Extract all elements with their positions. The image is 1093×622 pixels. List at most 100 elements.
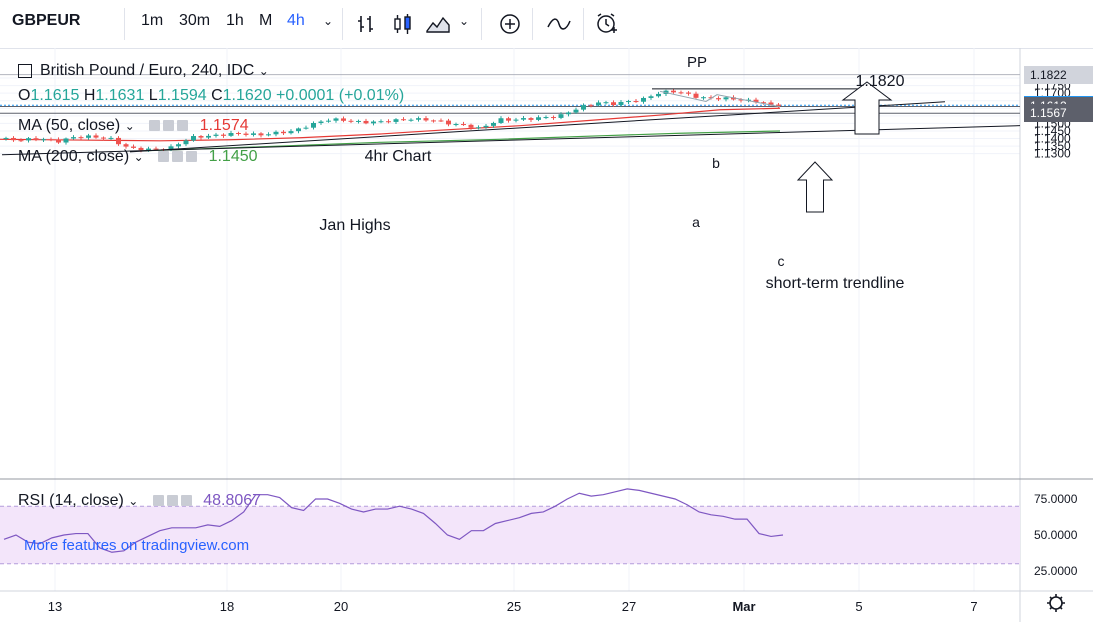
candle-body bbox=[776, 104, 781, 106]
candle-body bbox=[356, 120, 361, 122]
candle-body bbox=[723, 97, 729, 100]
up-arrow-large bbox=[841, 81, 893, 135]
interval-month[interactable]: M bbox=[259, 12, 273, 29]
rsi-band-fill bbox=[0, 506, 1020, 564]
price-tick-label: 1.1300 bbox=[1034, 147, 1071, 161]
candle-body bbox=[498, 118, 504, 123]
chevron-down-icon[interactable]: ⌄ bbox=[323, 14, 334, 28]
ma200-path bbox=[139, 130, 781, 152]
candle-body bbox=[491, 122, 496, 126]
candle-body bbox=[378, 121, 384, 123]
rsi-legend[interactable]: RSI (14, close) ⌄ 48.8067 bbox=[18, 492, 262, 509]
candle-body bbox=[716, 98, 721, 100]
interval-4h[interactable]: 4h bbox=[287, 12, 305, 29]
close-icon bbox=[186, 151, 198, 163]
candle-body bbox=[288, 131, 294, 134]
interval-30m[interactable]: 30m bbox=[179, 12, 211, 29]
candle-body bbox=[416, 118, 421, 120]
up-arrow-small bbox=[796, 161, 834, 213]
candle-body bbox=[521, 118, 526, 120]
chart-canvas[interactable]: 1.18001.17501.17001.16501.16001.15501.15… bbox=[0, 48, 1093, 622]
time-tick-label: 18 bbox=[220, 599, 234, 614]
candle-body bbox=[138, 147, 144, 151]
bar-style-icon[interactable] bbox=[355, 13, 377, 35]
candle-body bbox=[483, 125, 489, 128]
long-term-trendline bbox=[1, 125, 1021, 156]
alarm-clock-icon[interactable] bbox=[594, 11, 620, 37]
tradingview-watermark-link[interactable]: More features on tradingview.com bbox=[24, 537, 250, 554]
time-tick-label: 5 bbox=[855, 599, 862, 614]
candle-body bbox=[251, 133, 256, 135]
short-term-trendline bbox=[129, 101, 946, 153]
candle-body bbox=[101, 137, 106, 139]
interval-1h[interactable]: 1h bbox=[226, 12, 244, 29]
candle-body bbox=[281, 131, 286, 134]
settings-gear-icon[interactable] bbox=[1047, 594, 1065, 612]
toolbar-divider bbox=[124, 8, 125, 40]
candle-body bbox=[153, 148, 159, 150]
eye-icon bbox=[149, 120, 161, 132]
toolbar-divider bbox=[481, 8, 482, 40]
candle-body bbox=[48, 139, 54, 141]
candle-body bbox=[446, 120, 451, 125]
candle-body bbox=[131, 146, 136, 148]
candle-body bbox=[63, 138, 69, 143]
symbol-legend[interactable]: British Pound / Euro, 240, IDC ⌄ bbox=[18, 62, 269, 80]
interval-1m[interactable]: 1m bbox=[141, 12, 164, 29]
candle-body bbox=[626, 101, 631, 103]
indicators-add-icon[interactable] bbox=[499, 13, 521, 35]
annotation-label: short-term trendline bbox=[766, 275, 905, 292]
candle-body bbox=[108, 137, 114, 139]
candle-body bbox=[326, 120, 331, 122]
candle-body bbox=[41, 139, 46, 141]
candle-body bbox=[596, 102, 601, 106]
candle-body bbox=[303, 127, 309, 129]
time-tick-label: 13 bbox=[48, 599, 62, 614]
candle-body bbox=[431, 120, 436, 122]
candle-body bbox=[738, 99, 744, 101]
candles bbox=[3, 88, 781, 153]
candle-body bbox=[453, 124, 459, 126]
candle-body bbox=[56, 139, 61, 143]
candles-icon[interactable] bbox=[392, 13, 414, 35]
price-tick-label: 1.1400 bbox=[1034, 132, 1071, 146]
symbol-title: British Pound / Euro, 240, IDC bbox=[40, 62, 255, 79]
price-tag-1-1567: 1.1567 bbox=[1024, 104, 1093, 123]
candle-body bbox=[506, 118, 511, 121]
time-tick-label: 20 bbox=[334, 599, 348, 614]
candle-body bbox=[243, 133, 249, 135]
eye-icon bbox=[152, 495, 164, 507]
symbol-search[interactable]: GBPEUR bbox=[12, 12, 81, 29]
candle-body bbox=[198, 136, 204, 138]
time-tick-label: Mar bbox=[732, 599, 755, 614]
collapse-icon[interactable] bbox=[18, 63, 32, 78]
candle-body bbox=[588, 105, 594, 107]
candle-body bbox=[386, 121, 391, 123]
annotations: PP 1.1820 4hr Chart Jan Highs a b c short-term … bbox=[319, 54, 904, 292]
price-tick-label: 1.1450 bbox=[1034, 124, 1071, 138]
candle-body bbox=[33, 138, 39, 141]
candle-body bbox=[566, 112, 571, 115]
candle-body bbox=[536, 117, 541, 120]
compare-wave-icon[interactable] bbox=[546, 13, 572, 35]
ma50-legend[interactable]: MA (50, close) ⌄ 1.1574 bbox=[18, 117, 249, 134]
chevron-down-icon[interactable]: ⌄ bbox=[459, 14, 470, 28]
area-chart-icon[interactable] bbox=[425, 13, 451, 35]
candle-body bbox=[393, 119, 399, 122]
price-tick-label: 1.1350 bbox=[1034, 139, 1071, 153]
annotation-label: Jan Highs bbox=[319, 217, 390, 234]
candle-body bbox=[371, 121, 376, 124]
candle-body bbox=[768, 102, 774, 105]
ma200-line bbox=[139, 130, 781, 152]
candle-body bbox=[236, 132, 241, 134]
candle-body bbox=[686, 92, 691, 94]
candle-body bbox=[296, 128, 301, 132]
chevron-down-icon[interactable]: ⌄ bbox=[258, 64, 269, 78]
annotation-label: b bbox=[712, 155, 720, 171]
drawings bbox=[1, 81, 1021, 213]
time-axis[interactable]: 13 18 20 25 27 Mar 5 7 bbox=[48, 599, 978, 614]
candle-body bbox=[258, 133, 264, 136]
ma200-legend[interactable]: MA (200, close) ⌄ 1.1450 bbox=[18, 148, 258, 165]
candle-body bbox=[123, 144, 129, 147]
candle-body bbox=[341, 118, 346, 121]
